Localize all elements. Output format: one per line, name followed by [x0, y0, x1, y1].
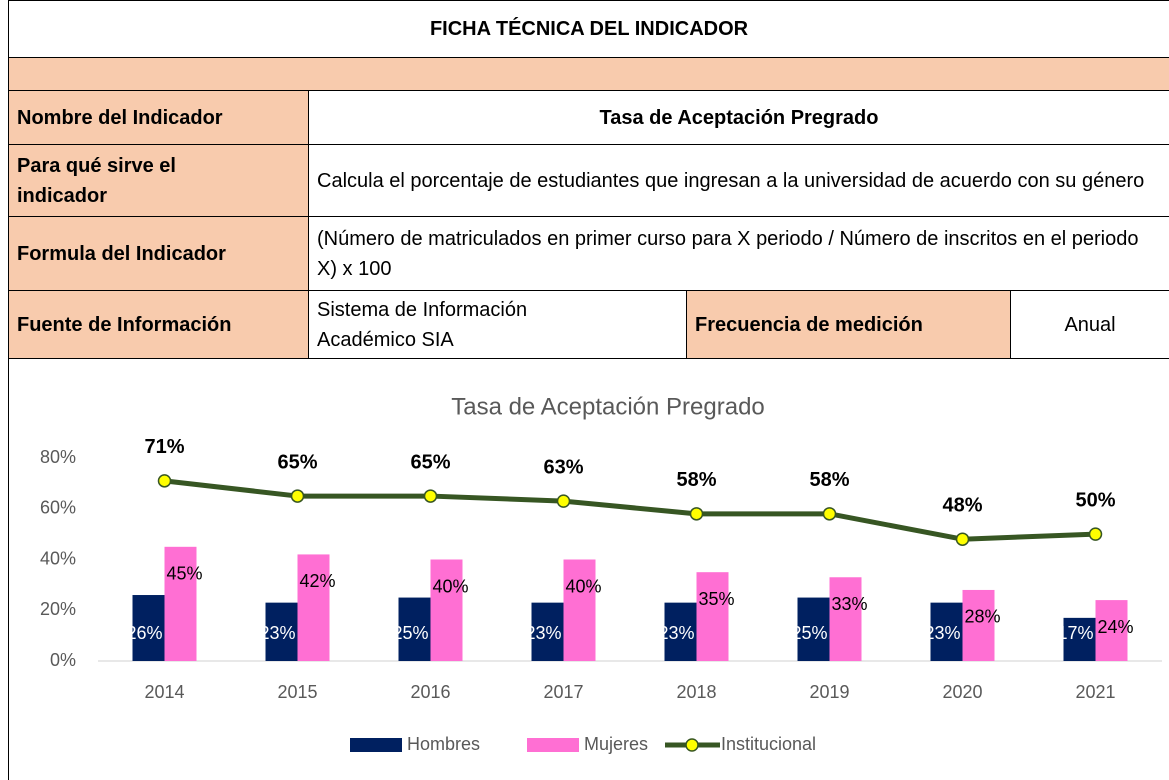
y-tick-label: 80% [40, 447, 76, 467]
x-tick-label: 2018 [676, 682, 716, 702]
row-label: Fuente de Información [8, 290, 309, 359]
data-label: 58% [676, 469, 716, 491]
data-label: 25% [392, 623, 428, 643]
x-tick-label: 2016 [410, 682, 450, 702]
spacer-row [7, 57, 1169, 91]
data-label: 24% [1097, 617, 1133, 637]
line [164, 478, 1096, 542]
bar [962, 589, 995, 661]
legend-swatch [350, 738, 402, 752]
data-label: 35% [698, 589, 734, 609]
x-tick-label: 2014 [144, 682, 184, 702]
y-tick-label: 20% [40, 599, 76, 619]
bar [930, 602, 963, 661]
bar [664, 602, 697, 661]
label-text: Para qué sirve el indicador [17, 154, 176, 207]
data-label: 23% [924, 623, 960, 643]
bar [1063, 617, 1096, 661]
bar [1095, 600, 1128, 661]
bar [563, 559, 596, 661]
legend-label: Institucional [721, 734, 816, 754]
x-tick-label: 2020 [942, 682, 982, 702]
bar [164, 546, 197, 661]
data-label: 23% [525, 623, 561, 643]
data-label: 40% [432, 576, 468, 596]
legend-swatch [527, 738, 579, 752]
data-label: 40% [565, 576, 601, 596]
legend-label: Hombres [407, 734, 480, 754]
bar [265, 602, 298, 661]
bar [398, 597, 431, 661]
sheet-title: FICHA TÉCNICA DEL INDICADOR [7, 0, 1169, 58]
line-marker [157, 474, 172, 488]
value-text: Sistema de Información Académico SIA [317, 298, 528, 351]
data-label: 26% [126, 623, 162, 643]
x-tick-label: 2019 [809, 682, 849, 702]
x-tick-label: 2017 [543, 682, 583, 702]
row-value: Calcula el porcentaje de estudiantes que… [307, 144, 1169, 217]
row-label: Nombre del Indicador [8, 90, 309, 145]
y-tick-label: 60% [40, 498, 76, 518]
row-value: Sistema de Información Académico SIA [308, 290, 687, 359]
bar [829, 577, 862, 661]
x-tick-label: 2021 [1075, 682, 1115, 702]
legend-label: Mujeres [584, 734, 648, 754]
data-label: 50% [1075, 489, 1115, 511]
data-label: 71% [144, 436, 184, 458]
x-tick-label: 2015 [277, 682, 317, 702]
line-marker [423, 489, 438, 503]
bar [531, 602, 564, 661]
chart-title: Tasa de Aceptación Pregrado [451, 393, 765, 420]
line-marker [290, 489, 305, 503]
indicator-sheet: FICHA TÉCNICA DEL INDICADOR Nombre del I… [7, 0, 1169, 359]
data-label: 45% [166, 564, 202, 584]
bar [132, 595, 165, 661]
data-label: 17% [1057, 623, 1093, 643]
legend-marker [685, 738, 699, 752]
line-marker [822, 507, 837, 521]
row-value: Anual [1009, 290, 1169, 359]
data-label: 33% [831, 594, 867, 614]
chart: Tasa de Aceptación Pregrado 0% 20% 40% 60% 8… [8, 358, 1162, 780]
line-marker [955, 532, 970, 546]
bar [696, 572, 729, 661]
data-label: 23% [658, 623, 694, 643]
row-label: Frecuencia de medición [686, 290, 1011, 359]
row-label: Para qué sirve el indicador [8, 144, 309, 217]
y-tick-label: 0% [50, 650, 76, 670]
data-label: 25% [791, 623, 827, 643]
data-label: 23% [259, 623, 295, 643]
row-value: (Número de matriculados en primer curso … [307, 216, 1169, 291]
data-label: 65% [277, 451, 317, 473]
y-tick-label: 40% [40, 548, 76, 568]
line-marker [556, 494, 571, 508]
line-marker [689, 507, 704, 521]
data-label: 63% [543, 456, 583, 478]
bar [430, 559, 463, 661]
bar [297, 554, 330, 661]
bar [797, 597, 830, 661]
data-label: 28% [964, 607, 1000, 627]
row-value: Tasa de Aceptación Pregrado [307, 90, 1169, 145]
line-marker [1088, 527, 1103, 541]
data-label: 65% [410, 451, 450, 473]
data-label: 58% [809, 469, 849, 491]
row-label: Formula del Indicador [8, 216, 309, 291]
data-label: 42% [299, 571, 335, 591]
data-label: 48% [942, 494, 982, 516]
